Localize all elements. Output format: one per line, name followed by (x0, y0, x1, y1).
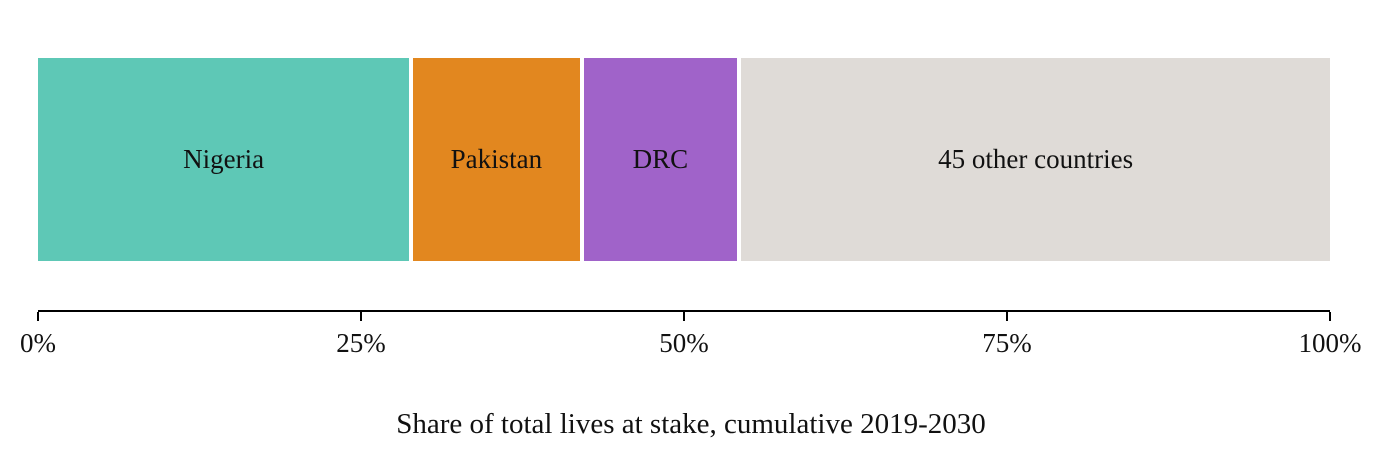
segment-label-nigeria: Nigeria (183, 144, 265, 174)
x-axis-tick (1329, 312, 1331, 321)
x-axis-tick (37, 312, 39, 321)
x-axis-tick-label: 75% (982, 328, 1032, 358)
x-axis-tick (360, 312, 362, 321)
segment-label-other-countries: 45 other countries (938, 144, 1134, 174)
stacked-bar: Nigeria Pakistan DRC 45 other countries (38, 58, 1330, 261)
x-axis-tick-label: 25% (336, 328, 386, 358)
chart-caption: Share of total lives at stake, cumulativ… (396, 408, 986, 440)
x-axis-tick-label: 100% (1298, 328, 1362, 358)
bar-segment-other-countries: 45 other countries (741, 58, 1330, 261)
bar-segment-nigeria: Nigeria (38, 58, 410, 261)
bar-segment-pakistan: Pakistan (413, 58, 580, 261)
x-axis-tick (1006, 312, 1008, 321)
bar-segment-drc: DRC (583, 58, 738, 261)
segment-label-pakistan: Pakistan (450, 144, 543, 174)
x-axis: 0% 25% 50% 75% 100% (20, 310, 1362, 358)
x-axis-tick-label: 50% (659, 328, 709, 358)
x-axis-tick (683, 312, 685, 321)
x-axis-tick-label: 0% (20, 328, 56, 358)
segment-label-drc: DRC (632, 144, 689, 174)
